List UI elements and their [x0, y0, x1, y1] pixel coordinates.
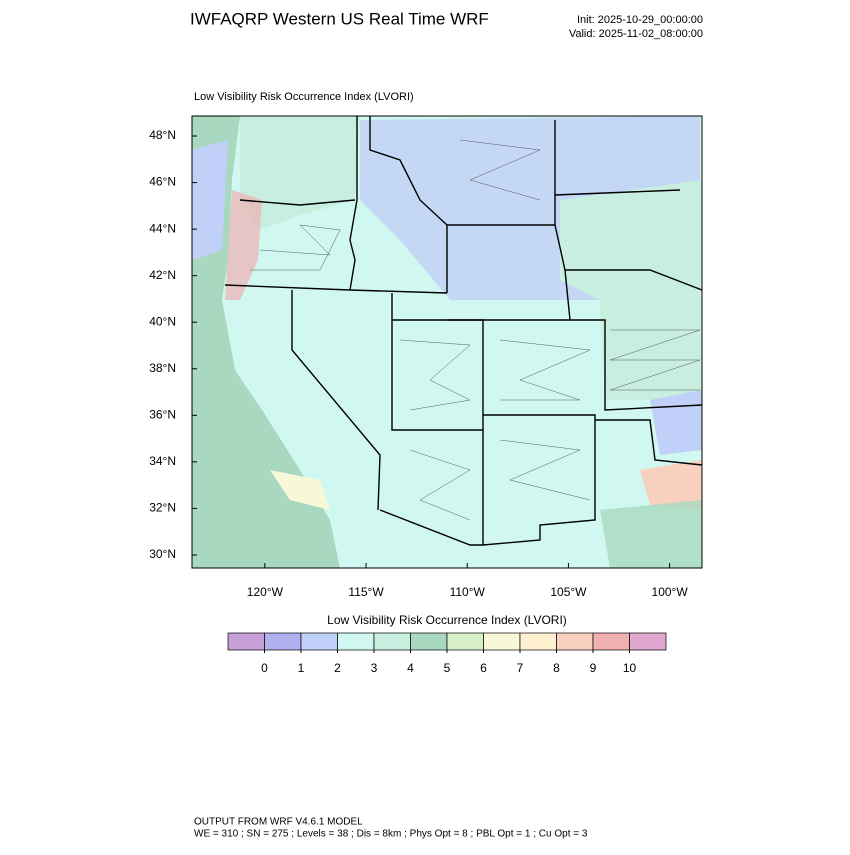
county-line [250, 224, 341, 271]
border [391, 293, 483, 431]
colorbar-label: 8 [553, 661, 560, 675]
colorbar-label: 2 [334, 661, 341, 675]
border [369, 116, 448, 226]
map-subtitle: Low Visibility Risk Occurrence Index (LV… [194, 91, 414, 103]
county-line [499, 339, 591, 401]
border [564, 269, 571, 321]
county-line [499, 439, 591, 501]
footer-line: OUTPUT FROM WRF V4.6.1 MODEL [194, 817, 363, 828]
title: IWFAQRP Western US Real Time WRF [190, 9, 489, 28]
county-line [399, 339, 471, 411]
colorbar-label: 4 [407, 661, 414, 675]
colorbar-box [337, 632, 375, 651]
region [240, 116, 360, 230]
valid: Valid: 2025-11-02_08:00:00 [569, 28, 703, 40]
colorbar-box [556, 632, 594, 651]
border [554, 224, 703, 291]
region [640, 460, 702, 510]
footer-line: WE = 310 ; SN = 275 ; Levels = 38 ; Dis … [194, 829, 588, 840]
ocean [192, 116, 340, 568]
border [349, 116, 358, 291]
map [191, 115, 703, 569]
y-tick-label: 40°N [149, 314, 176, 328]
colorbar-label: 7 [517, 661, 524, 675]
colorbar-box [629, 632, 667, 651]
colorbar-label: 0 [261, 661, 268, 675]
colorbar-box [592, 632, 630, 651]
border [595, 419, 703, 466]
map-frame [191, 115, 703, 569]
border [379, 509, 483, 546]
colorbar-label: 3 [371, 661, 378, 675]
x-tick-label: 110°W [450, 585, 486, 599]
region [560, 180, 702, 400]
border [554, 189, 681, 196]
x-tick-label: 105°W [550, 585, 587, 599]
x-tick-label: 120°W [247, 585, 284, 599]
y-tick-label: 48°N [149, 128, 176, 142]
border [291, 290, 381, 511]
x-tick-label: 100°W [652, 585, 689, 599]
region [192, 140, 228, 260]
y-tick-label: 36°N [149, 407, 176, 421]
colorbar-box [300, 632, 338, 651]
y-tick-label: 38°N [149, 361, 176, 375]
border [447, 319, 703, 411]
y-tick-label: 32°N [149, 501, 176, 515]
y-tick-label: 44°N [149, 221, 176, 235]
region [600, 500, 702, 568]
border [224, 284, 448, 294]
x-tick-label: 115°W [348, 585, 384, 599]
y-tick-label: 46°N [149, 175, 176, 189]
colorbar-box [373, 632, 411, 651]
y-tick-label: 34°N [149, 454, 176, 468]
border [446, 120, 556, 293]
border [239, 199, 356, 206]
colorbar-box [446, 632, 484, 651]
border [482, 414, 596, 546]
region [270, 470, 330, 510]
colorbar-label: 10 [623, 661, 637, 675]
region [225, 190, 262, 300]
colorbar-label: 5 [444, 661, 451, 675]
county-line [409, 449, 471, 521]
colorbar-title: Low Visibility Risk Occurrence Index (LV… [327, 613, 567, 627]
colorbar-box [264, 632, 302, 651]
init: Init: 2025-10-29_00:00:00 [577, 14, 703, 26]
colorbar-box [519, 632, 557, 651]
colorbar-box [483, 632, 521, 651]
colorbar-box [227, 632, 265, 651]
colorbar-box [410, 632, 448, 651]
county-line [459, 139, 541, 201]
colorbar-label: 9 [590, 661, 597, 675]
y-tick-label: 30°N [149, 547, 176, 561]
colorbar-label: 1 [298, 661, 305, 675]
colorbar-label: 6 [480, 661, 487, 675]
county-line [609, 329, 701, 391]
y-tick-label: 42°N [149, 268, 176, 282]
